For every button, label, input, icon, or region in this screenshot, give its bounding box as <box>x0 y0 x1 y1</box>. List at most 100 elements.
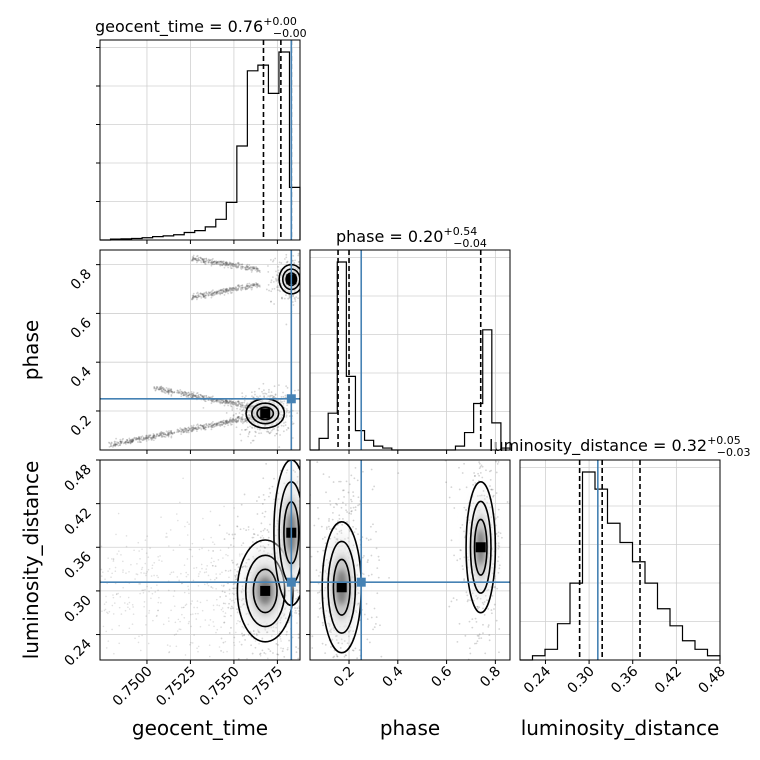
scatter-point <box>251 265 254 268</box>
scatter-point <box>267 283 270 286</box>
scatter-point <box>107 570 109 572</box>
scatter-point <box>304 280 306 282</box>
scatter-point <box>228 602 230 605</box>
scatter-point <box>216 261 218 264</box>
scatter-point <box>347 447 349 449</box>
scatter-point <box>466 594 469 597</box>
scatter-point <box>293 667 295 669</box>
scatter-point <box>294 259 296 262</box>
scatter-point <box>463 578 466 580</box>
scatter-point <box>477 446 479 448</box>
scatter-point <box>180 395 183 398</box>
scatter-point <box>160 434 163 437</box>
scatter-point <box>230 420 233 423</box>
contour-line <box>256 406 275 421</box>
scatter-point <box>255 395 258 398</box>
scatter-point <box>244 419 247 422</box>
scatter-point <box>146 585 148 588</box>
scatter-point <box>241 418 244 420</box>
scatter-point <box>191 394 194 397</box>
scatter-point <box>192 396 195 399</box>
scatter-point <box>132 439 135 442</box>
scatter-point <box>228 418 231 421</box>
scatter-point <box>250 631 252 634</box>
scatter-point <box>185 571 187 574</box>
scatter-point <box>222 263 224 266</box>
scatter-point <box>223 404 226 407</box>
scatter-point <box>219 260 222 263</box>
scatter-point <box>251 427 254 429</box>
scatter-point <box>245 268 248 270</box>
scatter-point <box>194 258 197 261</box>
scatter-point <box>238 263 241 266</box>
scatter-point <box>221 420 224 423</box>
scatter-point <box>226 420 229 423</box>
scatter-point <box>343 655 346 658</box>
scatter-point <box>215 422 218 425</box>
scatter-point <box>120 442 123 444</box>
scatter-point <box>506 501 509 503</box>
scatter-point <box>497 547 500 550</box>
scatter-point <box>110 558 113 560</box>
scatter-point <box>202 538 205 541</box>
scatter-point <box>234 287 236 290</box>
scatter-point <box>167 434 170 437</box>
scatter-point <box>114 443 117 446</box>
scatter-point <box>191 396 194 399</box>
scatter-point <box>124 602 126 604</box>
scatter-point <box>186 395 189 398</box>
scatter-point <box>160 385 163 388</box>
scatter-point <box>125 441 127 444</box>
scatter-point <box>247 286 250 289</box>
scatter-point <box>191 642 194 644</box>
scatter-point <box>245 287 248 290</box>
scatter-point <box>499 725 501 727</box>
scatter-point <box>329 629 332 632</box>
scatter-point <box>259 654 262 657</box>
scatter-point <box>187 588 190 591</box>
scatter-point <box>244 406 247 409</box>
scatter-point <box>303 560 305 562</box>
scatter-point <box>231 403 234 406</box>
scatter-point <box>155 433 158 436</box>
scatter-point <box>225 421 228 424</box>
scatter-point <box>236 262 239 265</box>
scatter-point <box>204 294 207 297</box>
scatter-point <box>229 287 232 290</box>
scatter-point <box>253 422 256 425</box>
scatter-point <box>236 416 239 419</box>
scatter-point <box>159 386 162 389</box>
scatter-point <box>214 565 217 568</box>
scatter-point <box>272 401 275 403</box>
scatter-point <box>237 284 240 286</box>
scatter-point <box>237 415 240 418</box>
scatter-point <box>498 545 501 548</box>
scatter-point <box>292 422 295 425</box>
scatter-point <box>369 538 372 541</box>
scatter-point <box>220 292 223 294</box>
scatter-point <box>225 400 228 403</box>
scatter-point <box>370 616 373 619</box>
scatter-point <box>128 438 131 441</box>
scatter-point <box>285 385 288 388</box>
scatter-point <box>310 555 313 558</box>
scatter-point <box>211 564 214 567</box>
scatter-point <box>281 297 283 300</box>
scatter-point <box>171 431 173 434</box>
scatter-point <box>495 532 498 535</box>
scatter-point <box>321 642 324 645</box>
scatter-point <box>282 425 285 427</box>
scatter-point <box>183 428 186 431</box>
scatter-point <box>134 438 137 441</box>
scatter-point <box>125 441 128 443</box>
scatter-point <box>482 623 484 626</box>
scatter-point <box>458 622 461 625</box>
scatter-point <box>207 574 210 577</box>
scatter-point <box>202 296 205 299</box>
scatter-point <box>225 553 227 556</box>
scatter-point <box>330 646 332 648</box>
scatter-point <box>268 648 270 651</box>
scatter-point <box>481 476 484 479</box>
scatter-point <box>144 436 147 439</box>
